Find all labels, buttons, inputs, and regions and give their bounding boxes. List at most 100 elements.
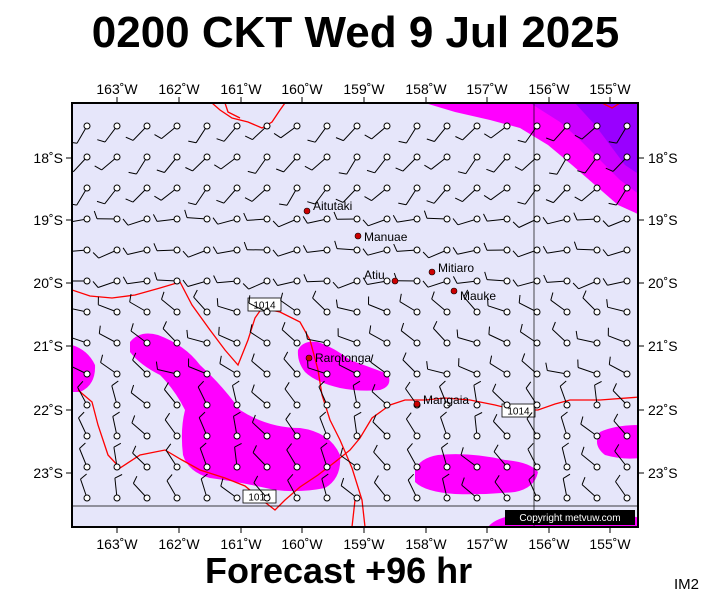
wind-barb xyxy=(338,356,361,378)
wind-barb xyxy=(370,354,391,378)
wind-barb xyxy=(422,277,451,288)
wind-barb xyxy=(483,242,511,254)
wind-barb xyxy=(577,359,601,378)
wind-barb xyxy=(561,442,571,471)
wind-barb xyxy=(251,384,271,409)
wind-barb xyxy=(340,447,361,471)
wind-barb xyxy=(542,215,571,225)
wind-barb xyxy=(131,415,151,440)
wind-barb xyxy=(473,412,483,440)
wind-barb xyxy=(369,325,391,347)
place-rarotonga: Rarotonga xyxy=(305,351,371,365)
lon-label-bottom: 156˚W xyxy=(528,536,570,552)
wind-barb xyxy=(402,352,421,378)
place-label: Mangaia xyxy=(423,393,469,407)
wind-barb xyxy=(512,277,541,287)
wind-barb xyxy=(512,246,541,258)
wind-barb xyxy=(219,355,241,378)
wind-barb xyxy=(132,352,151,378)
wind-barb xyxy=(198,411,211,440)
wind-barb xyxy=(302,245,331,254)
wind-barb xyxy=(130,323,151,347)
wind-barb xyxy=(441,442,451,471)
wind-barb xyxy=(155,361,181,378)
wind-barb xyxy=(602,246,631,257)
wind-barb xyxy=(72,215,91,223)
wind-barb xyxy=(426,122,451,142)
wind-barb xyxy=(546,122,571,142)
place-mangaia: Mangaia xyxy=(413,393,469,408)
lon-label-bottom: 161˚W xyxy=(220,536,262,552)
ocean-background xyxy=(72,103,638,527)
wind-barb xyxy=(484,122,511,139)
wind-barb xyxy=(212,215,241,225)
wind-barb xyxy=(232,380,241,409)
wind-barb xyxy=(248,295,271,316)
wind-barb xyxy=(161,291,181,316)
lat-label-right: 19˚S xyxy=(648,212,678,228)
wind-barb xyxy=(335,299,361,316)
wind-barb xyxy=(213,275,241,285)
wind-barb xyxy=(249,324,271,347)
wind-barb xyxy=(243,212,271,223)
wind-barb xyxy=(573,212,601,223)
wind-barb xyxy=(549,153,571,175)
wind-barb xyxy=(307,122,331,143)
wind-barb xyxy=(93,210,121,223)
wind-barb xyxy=(432,320,451,347)
place-label: Rarotonga xyxy=(315,351,371,365)
wind-barb xyxy=(486,153,511,173)
wind-barb xyxy=(398,184,421,206)
wind-barb xyxy=(405,412,421,440)
wind-barb xyxy=(320,442,331,471)
lat-label-left: 23˚S xyxy=(33,465,63,481)
wind-barb xyxy=(542,245,571,254)
map-title: 0200 CKT Wed 9 Jul 2025 xyxy=(91,8,620,57)
wind-barb xyxy=(233,442,242,471)
wind-barb xyxy=(77,380,91,409)
wind-barb xyxy=(458,358,481,378)
wind-barb xyxy=(559,380,571,409)
wind-barb xyxy=(353,411,362,440)
wind-barb xyxy=(393,243,421,254)
lon-label-bottom: 158˚W xyxy=(405,536,447,552)
wind-barb xyxy=(285,412,301,440)
wind-barb xyxy=(302,215,331,224)
wind-barb xyxy=(113,442,122,471)
wind-barb xyxy=(156,153,181,173)
wind-barb xyxy=(334,240,361,254)
wind-barb xyxy=(373,475,391,502)
wind-barb xyxy=(602,215,631,227)
wind-barb xyxy=(527,442,541,471)
wind-barb xyxy=(422,246,451,259)
wind-barb xyxy=(182,246,211,258)
wind-barb xyxy=(608,356,631,378)
wind-barb xyxy=(461,477,481,502)
wind-barb xyxy=(545,184,571,204)
wind-barb xyxy=(463,289,481,316)
wind-barb xyxy=(514,153,541,171)
wind-barb xyxy=(307,359,331,378)
wind-barb xyxy=(287,473,301,502)
wind-barb xyxy=(94,153,121,171)
wind-barb xyxy=(244,184,271,202)
wind-barb xyxy=(518,294,541,316)
wind-barb xyxy=(129,294,151,316)
copyright-text: Copyright metvuw.com xyxy=(519,513,620,524)
wind-barb xyxy=(165,443,181,471)
wind-barb xyxy=(452,246,481,255)
wind-barb xyxy=(426,361,451,378)
wind-barb xyxy=(122,246,151,255)
wind-barb xyxy=(72,337,91,347)
place-mitiaro: Mitiaro xyxy=(428,261,474,276)
wind-barb xyxy=(366,153,391,174)
rain-area-west-edge xyxy=(72,345,96,392)
wind-barb xyxy=(216,298,241,316)
wind-barb xyxy=(560,411,571,440)
wind-barb xyxy=(335,184,361,203)
wind-barb xyxy=(483,184,511,201)
wind-barb xyxy=(152,214,181,223)
wind-barb xyxy=(454,184,481,203)
wind-barb xyxy=(122,215,151,226)
